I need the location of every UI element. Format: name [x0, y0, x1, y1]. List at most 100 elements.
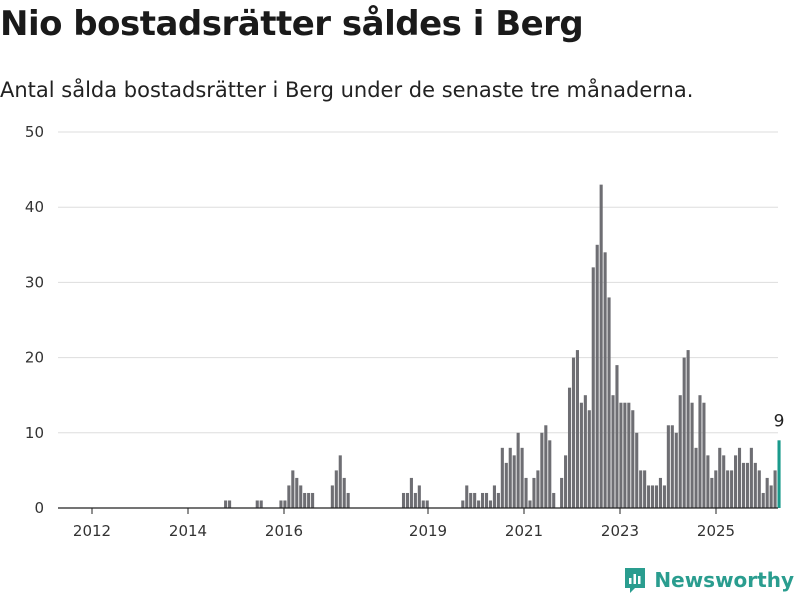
bar: [745, 462, 749, 508]
bar: [635, 432, 639, 508]
bar: [405, 492, 410, 508]
bar: [591, 267, 595, 508]
bar: [413, 492, 417, 508]
bar: [552, 492, 556, 508]
chart-subtitle: Antal sålda bostadsrätter i Berg under d…: [0, 78, 694, 102]
bar: [417, 485, 421, 508]
bar: [544, 425, 548, 508]
bars: [224, 184, 781, 509]
bar: [714, 470, 718, 508]
bar: [749, 447, 753, 508]
bar: [575, 350, 579, 508]
bar: [473, 492, 477, 508]
bar: [492, 485, 496, 508]
bar: [540, 432, 544, 508]
bar: [279, 500, 283, 508]
bar: [587, 410, 591, 508]
bar: [224, 500, 228, 508]
bar: [686, 350, 690, 508]
bar: [690, 402, 694, 508]
labels: 0 10 20 30 40 50 2012 2014 2016 2019 2021 2023 2025 9: [25, 123, 785, 540]
bar: [651, 485, 655, 508]
bar: [488, 500, 493, 508]
bar: [710, 477, 714, 508]
x-tick-label: 2012: [73, 522, 111, 540]
bar: [299, 485, 303, 508]
bar: [647, 485, 651, 508]
bar: [287, 485, 291, 508]
x-tick-label: 2023: [601, 522, 639, 540]
bar: [694, 447, 698, 508]
bar: [682, 357, 686, 508]
x-tick-label: 2021: [505, 522, 543, 540]
newsworthy-logo: Newsworthy: [623, 566, 794, 594]
bar: [773, 470, 777, 508]
bar: [595, 244, 599, 509]
bar: [283, 500, 287, 508]
bar: [500, 447, 504, 508]
gridlines: [58, 131, 778, 434]
bar: [734, 455, 738, 508]
bar: [524, 477, 528, 508]
bar: [291, 470, 295, 508]
bar: [730, 470, 734, 508]
bar: [548, 440, 552, 508]
bar: [718, 447, 722, 508]
bar: [765, 477, 769, 508]
bar: [741, 462, 746, 508]
x-tick-label: 2019: [409, 522, 447, 540]
bar: [658, 477, 662, 508]
bar: [295, 477, 299, 508]
y-tick-label: 30: [25, 273, 44, 291]
brand-name: Newsworthy: [654, 568, 794, 592]
bar: [615, 365, 619, 508]
chart-title: Nio bostadsrätter såldes i Berg: [0, 4, 584, 44]
bar: [726, 470, 730, 508]
y-tick-label: 50: [25, 123, 44, 141]
bar: [670, 425, 674, 508]
bar: [228, 500, 232, 508]
bar: [421, 500, 425, 508]
bar: [603, 252, 607, 508]
bar: [674, 432, 678, 508]
bar: [259, 500, 263, 508]
bar: [334, 470, 338, 508]
bar: [560, 477, 564, 508]
bar: [508, 447, 512, 508]
bar: [311, 492, 315, 508]
bar: [536, 470, 540, 508]
bar-latest: [777, 440, 781, 508]
bar: [532, 477, 536, 508]
bar: [330, 485, 334, 508]
bar: [599, 184, 603, 508]
bar: [643, 470, 647, 508]
bar: [346, 492, 350, 508]
bar: [706, 455, 710, 508]
bar: [255, 500, 259, 508]
bar: [516, 432, 520, 508]
bar: [583, 395, 587, 508]
bar: [627, 402, 631, 508]
bar: [631, 410, 635, 508]
bar: [425, 500, 429, 508]
data-label-latest: 9: [774, 411, 785, 431]
bar: [564, 455, 568, 508]
bar: [623, 402, 627, 508]
bar: [662, 485, 666, 508]
bar: [757, 470, 761, 508]
bar: [761, 492, 765, 508]
bar: [619, 402, 623, 508]
bar: [465, 485, 469, 508]
bar: [409, 477, 413, 508]
bar: [666, 425, 670, 508]
bar: [342, 477, 346, 508]
bar: [496, 492, 500, 508]
bar: [481, 492, 485, 508]
bar: [484, 492, 489, 508]
bar: [469, 492, 473, 508]
bar: [678, 395, 682, 508]
bar: [512, 455, 516, 508]
bar: [528, 500, 532, 508]
y-tick-label: 0: [34, 499, 44, 517]
bar: [702, 402, 706, 508]
